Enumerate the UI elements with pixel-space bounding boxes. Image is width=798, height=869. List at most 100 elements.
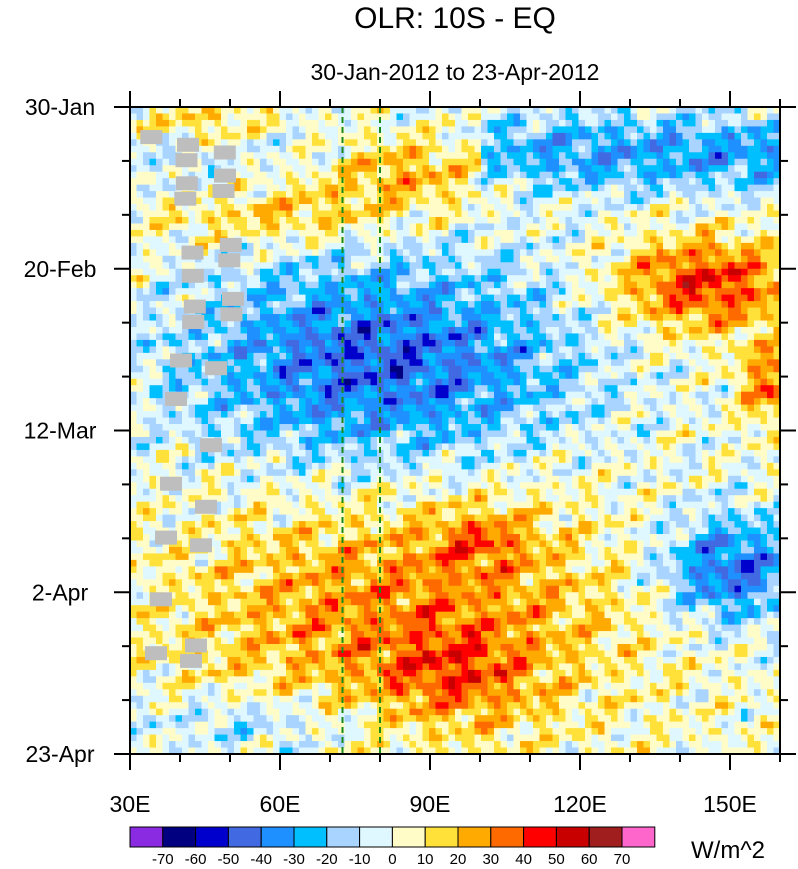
field-cell [435,204,443,211]
field-cell [396,378,404,386]
field-cell [604,249,612,257]
field-cell [325,255,332,263]
field-cell [305,126,313,134]
field-cell [676,236,683,244]
field-cell [578,281,586,289]
field-cell [364,158,371,166]
field-cell [741,352,748,360]
field-cell [572,152,579,160]
field-cell [611,242,618,250]
field-cell [305,107,313,114]
field-cell [273,197,280,205]
field-cell [292,119,300,127]
field-cell [591,171,599,179]
field-cell [234,326,241,334]
field-cell [292,145,300,153]
field-cell [702,229,709,237]
field-cell [494,411,501,418]
field-cell [162,139,170,147]
field-cell [403,385,410,393]
field-cell [669,210,677,218]
field-cell [494,288,501,296]
field-cell [494,307,501,315]
field-cell [611,132,618,140]
field-cell [260,132,267,140]
field-cell [448,191,456,198]
field-cell [637,268,644,276]
field-cell [591,119,599,127]
field-cell [429,378,436,386]
field-cell [351,191,358,198]
field-cell [721,158,729,166]
field-cell [253,378,261,386]
field-cell [572,113,579,121]
field-cell [747,424,755,431]
field-cell [403,113,410,121]
field-cell [149,417,157,425]
field-cell [455,307,462,315]
field-cell [351,307,358,315]
field-cell [195,262,202,270]
field-cell [591,126,599,134]
field-cell [240,391,248,399]
field-cell [591,204,599,211]
field-cell [442,359,449,367]
field-cell [338,197,345,205]
field-cell [461,132,469,140]
field-cell [344,255,352,263]
field-cell [188,288,196,296]
field-cell [234,126,241,134]
field-cell [435,424,443,431]
field-cell [188,372,196,380]
field-cell [273,236,280,244]
field-cell [689,352,696,360]
field-cell [344,132,352,140]
field-cell [461,320,469,328]
field-cell [409,152,417,160]
field-cell [448,255,456,263]
field-cell [416,359,423,367]
field-cell [247,242,254,250]
field-cell [715,314,722,321]
field-cell [656,171,664,179]
field-cell [422,417,430,425]
field-cell [734,372,742,380]
field-cell [344,236,352,244]
field-cell [461,268,469,276]
field-cell [760,417,768,425]
field-cell [383,294,391,302]
field-cell [715,184,722,192]
field-cell [461,417,469,425]
field-cell [559,424,566,431]
field-cell [598,126,605,134]
field-cell [520,184,527,192]
field-cell [630,339,638,347]
field-cell [715,417,722,425]
field-cell [390,178,397,186]
field-cell [572,184,579,192]
field-cell [585,333,592,341]
field-cell [214,411,222,418]
field-cell [455,391,462,399]
field-cell [494,178,501,186]
field-cell [195,223,202,231]
field-cell [338,152,345,160]
field-cell [253,132,261,140]
field-cell [130,139,137,147]
field-cell [357,404,365,412]
field-cell [552,165,560,173]
field-cell [156,107,163,114]
field-cell [390,268,397,276]
field-cell [201,119,209,127]
field-cell [767,210,774,218]
field-cell [318,152,326,160]
field-cell [175,372,183,380]
field-cell [669,236,677,244]
field-cell [292,216,300,224]
field-cell [162,268,170,276]
field-cell [741,275,748,283]
field-cell [656,204,664,211]
field-cell [325,216,332,224]
field-cell [526,107,534,114]
field-cell [448,139,456,147]
